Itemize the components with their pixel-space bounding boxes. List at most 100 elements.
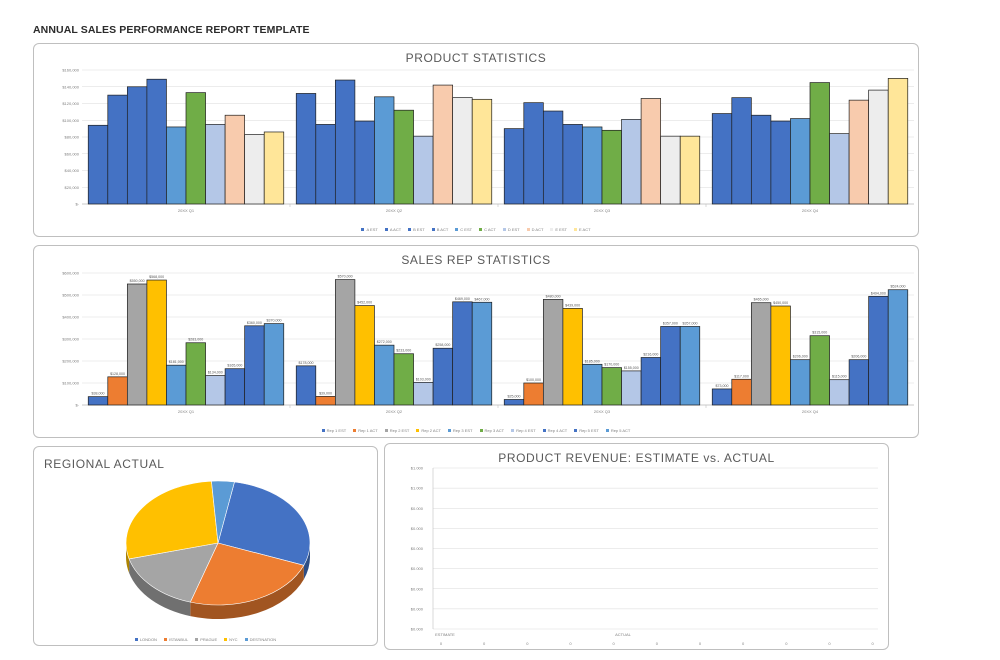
revenue-y-tick-label: $0.000: [411, 627, 424, 632]
legend-label: Rep 5 EST: [579, 428, 599, 433]
sales-rep-y-tick-label: $200,000: [62, 359, 79, 364]
legend-swatch: [605, 429, 609, 432]
legend-label: A EST: [366, 227, 378, 232]
sales-rep-data-label: $283,000: [188, 338, 203, 342]
legend-label: Rep 5 ACT: [610, 428, 631, 433]
legend-swatch: [479, 429, 483, 432]
legend-swatch: [431, 228, 435, 231]
revenue-y-tick-label: $1.000: [411, 466, 424, 471]
product-bar-chart: $- $20,000 $40,000 $60,000 $80,000 $100,000 $1…: [62, 68, 914, 213]
pie-slice: [189, 542, 305, 606]
product-bar: [166, 126, 187, 205]
sales-rep-data-label: $465,000: [754, 298, 769, 302]
revenue-x-tick-label: ACTUAL: [615, 632, 632, 637]
legend-swatch: [163, 638, 167, 641]
sales-rep-data-label: $117,000: [734, 374, 749, 378]
product-bar: [224, 114, 246, 205]
sales-rep-y-tick-label: $400,000: [62, 315, 79, 320]
legend-label: Rep 1 ACT: [358, 428, 378, 433]
sales-rep-bar: [452, 301, 473, 406]
sales-rep-x-tick-label: 20XX Q4: [802, 409, 819, 414]
product-x-tick-label: 20XX Q3: [594, 208, 611, 213]
product-bar: [731, 97, 752, 205]
sales-rep-legend-item: Rep 5 EST: [574, 428, 599, 433]
sales-rep-y-tick-label: $-: [75, 403, 79, 408]
legend-swatch: [479, 228, 483, 231]
sales-rep-legend-item: Rep 2 ACT: [416, 428, 441, 433]
sales-rep-data-label: $370,000: [266, 319, 281, 323]
revenue-y-tick-label: $0.000: [411, 506, 424, 511]
revenue-table-value: 0: [569, 641, 572, 646]
sales-rep-bar: [146, 279, 167, 406]
product-statistics-panel: PRODUCT STATISTICS $- $20,000 $40,000 $60,0…: [33, 43, 919, 237]
legend-swatch: [384, 429, 388, 432]
legend-label: LONDON: [139, 637, 157, 642]
product-bar: [790, 118, 811, 205]
sales-rep-bar: [471, 301, 493, 406]
pie-slice-side: [126, 543, 130, 573]
sales-rep-data-label: $73,000: [716, 384, 729, 388]
sales-rep-data-label: $128,000: [110, 372, 125, 376]
sales-rep-data-label: $178,000: [299, 361, 314, 365]
sales-rep-bar: [374, 344, 395, 406]
revenue-table-value: 0: [828, 641, 831, 646]
legend-label: B ACT: [436, 227, 449, 232]
product-bar: [868, 89, 889, 205]
sales-rep-bar: [848, 359, 870, 406]
legend-label: D ACT: [531, 227, 544, 232]
sales-rep-data-label: $216,000: [643, 352, 658, 356]
sales-rep-data-label: $100,000: [526, 378, 541, 382]
legend-label: D EST: [507, 227, 520, 232]
regional-legend-item: NYC: [224, 637, 238, 642]
legend-swatch: [511, 429, 515, 432]
product-bar: [87, 124, 109, 205]
sales-rep-y-tick-label: $600,000: [62, 271, 79, 276]
product-legend-item: C ACT: [479, 227, 496, 232]
product-bar: [750, 114, 772, 205]
sales-rep-bar: [185, 342, 206, 406]
product-y-tick-label: $20,000: [65, 185, 80, 190]
sales-rep-bar: [679, 326, 701, 406]
product-bar: [601, 129, 622, 205]
revenue-table-value: 0: [742, 641, 745, 646]
product-bar: [393, 109, 414, 205]
pie-slice: [211, 480, 235, 544]
sales-rep-bar: [562, 308, 583, 406]
legend-label: DESTINATION: [249, 637, 277, 642]
sales-rep-data-label: $439,000: [565, 303, 580, 307]
sales-rep-bar: [542, 299, 564, 406]
product-bar: [640, 98, 662, 205]
legend-label: Rep 1 EST: [326, 428, 347, 433]
sales-rep-data-label: $480,000: [546, 294, 561, 298]
revenue-bar-chart: $0.000 $0.000 $0.000 $0.000 $0.000 $0.000 $0.0…: [411, 466, 878, 646]
sales-rep-legend-item: Rep 4 EST: [511, 428, 536, 433]
revenue-table-value: 0: [656, 641, 659, 646]
legend-label: Rep 2 ACT: [421, 428, 441, 433]
sales-rep-data-label: $170,000: [604, 363, 619, 367]
regional-chart-title: REGIONAL ACTUAL: [44, 457, 165, 471]
sales-rep-bar: [166, 364, 187, 406]
legend-swatch: [526, 228, 530, 231]
legend-label: A ACT: [389, 227, 402, 232]
sales-rep-bar: [711, 388, 733, 406]
pie-slice: [217, 481, 311, 566]
sales-rep-data-label: $206,000: [851, 355, 866, 359]
sales-rep-data-label: $272,000: [377, 340, 392, 344]
sales-rep-data-label: $450,000: [773, 301, 788, 305]
sales-rep-data-label: $165,000: [227, 364, 242, 368]
regional-legend-item: PRAGUE: [195, 637, 217, 642]
sales-rep-data-label: $469,000: [455, 297, 470, 301]
product-legend-item: A ACT: [384, 227, 402, 232]
legend-label: E EST: [555, 227, 567, 232]
sales-rep-legend-item: Rep 3 ACT: [479, 428, 504, 433]
sales-rep-bar: [750, 302, 772, 406]
sales-rep-bar: [621, 370, 642, 406]
revenue-y-tick-label: $0.000: [411, 586, 424, 591]
pie-slice-side: [303, 543, 310, 580]
legend-swatch: [353, 429, 357, 432]
product-bar: [107, 94, 128, 205]
sales-rep-data-label: $134,000: [208, 371, 223, 375]
sales-rep-data-label: $357,000: [682, 321, 697, 325]
product-bar: [711, 113, 733, 205]
sales-rep-bar: [315, 396, 336, 406]
